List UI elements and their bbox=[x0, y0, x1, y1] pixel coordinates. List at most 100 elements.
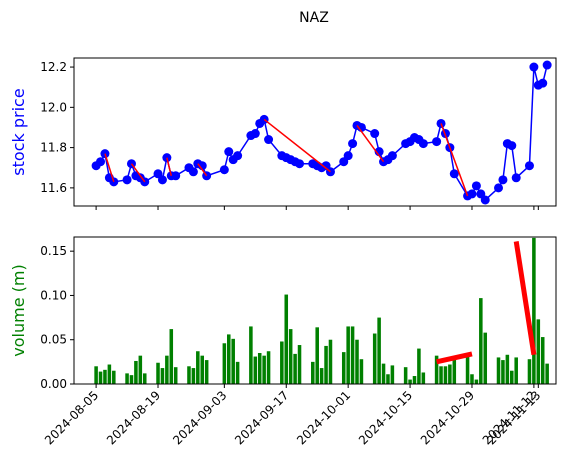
price-marker bbox=[387, 151, 397, 161]
volume-bar bbox=[408, 379, 412, 384]
volume-bar bbox=[355, 339, 359, 384]
price-marker bbox=[122, 175, 132, 185]
volume-bar bbox=[196, 351, 200, 384]
trend-line bbox=[513, 241, 537, 356]
volume-bar bbox=[315, 327, 319, 384]
volume-bar bbox=[253, 356, 258, 384]
price-marker bbox=[219, 165, 229, 175]
volume-bar bbox=[129, 375, 134, 384]
volume-bar bbox=[412, 376, 417, 384]
volume-bar bbox=[483, 332, 488, 384]
y-axis-label: volume (m) bbox=[9, 264, 28, 356]
volume-bar bbox=[204, 360, 209, 384]
volume-bar bbox=[288, 329, 293, 384]
volume-bar bbox=[319, 368, 324, 384]
price-marker bbox=[264, 135, 274, 145]
price-marker bbox=[295, 159, 305, 169]
volume-bar bbox=[262, 355, 266, 384]
volume-bar bbox=[372, 333, 377, 384]
price-marker bbox=[498, 175, 508, 185]
price-marker bbox=[471, 181, 481, 191]
volume-bar bbox=[390, 365, 395, 384]
volume-bar bbox=[346, 326, 350, 384]
y-tick-label: 11.8 bbox=[40, 141, 67, 155]
volume-bar bbox=[134, 360, 138, 384]
volume-bar bbox=[527, 359, 532, 384]
price-marker bbox=[370, 129, 380, 139]
trend-line bbox=[440, 123, 469, 197]
trend-line bbox=[197, 163, 208, 177]
figure-title: NAZ bbox=[299, 10, 329, 26]
y-tick-label: 0.15 bbox=[40, 244, 67, 258]
volume-bar bbox=[160, 368, 165, 384]
volume-bar bbox=[465, 355, 470, 384]
volume-bar bbox=[377, 317, 381, 384]
volume-bar bbox=[545, 363, 549, 384]
y-axis-label: stock price bbox=[9, 88, 28, 175]
y-tick-label: 0.05 bbox=[40, 333, 67, 347]
price-marker bbox=[224, 147, 234, 157]
volume-bar bbox=[514, 357, 518, 384]
volume-bar bbox=[532, 237, 536, 384]
volume-bar bbox=[173, 367, 178, 384]
price-marker bbox=[356, 122, 366, 132]
price-marker bbox=[188, 167, 198, 177]
volume-bar bbox=[470, 374, 474, 384]
price-marker bbox=[250, 129, 260, 139]
price-marker bbox=[538, 78, 548, 88]
price-marker bbox=[374, 147, 384, 157]
volume-bar bbox=[439, 366, 443, 384]
volume-bar bbox=[103, 369, 107, 384]
price-marker bbox=[529, 62, 539, 72]
trend-line bbox=[436, 351, 473, 365]
volume-bar bbox=[284, 294, 289, 384]
volume-bar bbox=[536, 319, 541, 384]
volume-bar bbox=[200, 355, 205, 384]
price-marker bbox=[418, 139, 428, 149]
volume-bar bbox=[107, 364, 112, 384]
volume-bar bbox=[94, 366, 98, 384]
axes-frame bbox=[73, 57, 557, 207]
price-marker bbox=[449, 169, 459, 179]
volume-bar bbox=[324, 345, 328, 384]
volume-bar bbox=[125, 373, 129, 384]
y-tick-label: 11.6 bbox=[40, 181, 67, 195]
trend-line bbox=[104, 153, 115, 183]
volume-bar bbox=[165, 355, 169, 384]
volume-bar bbox=[328, 339, 333, 384]
volume-bar bbox=[249, 326, 253, 384]
y-tick-label: 12.0 bbox=[40, 100, 67, 114]
price-marker bbox=[524, 161, 534, 171]
volume-bar bbox=[381, 363, 386, 384]
price-marker bbox=[511, 173, 521, 183]
volume-bar bbox=[359, 359, 364, 384]
volume-bar bbox=[112, 370, 116, 384]
volume-bar bbox=[98, 371, 103, 384]
volume-bar bbox=[266, 351, 271, 384]
volume-bar bbox=[227, 334, 231, 384]
volume-bar bbox=[231, 338, 235, 384]
price-marker bbox=[197, 161, 207, 171]
volume-bar bbox=[501, 360, 505, 384]
y-tick-label: 12.2 bbox=[40, 60, 67, 74]
volume-bar bbox=[156, 362, 160, 384]
price-marker bbox=[343, 151, 353, 161]
price-marker bbox=[480, 195, 490, 205]
price-marker bbox=[171, 171, 181, 181]
subplot: 11.6 11.8 12.0 12.2 stock price bbox=[9, 57, 557, 210]
volume-bar bbox=[540, 337, 545, 384]
price-marker bbox=[233, 151, 243, 161]
volume-bar bbox=[417, 348, 421, 384]
volume-bar bbox=[257, 353, 262, 384]
trend-line bbox=[130, 163, 146, 183]
volume-bar bbox=[341, 352, 346, 384]
y-tick-label: 0.10 bbox=[40, 288, 67, 302]
volume-bar bbox=[187, 366, 191, 384]
volume-bar bbox=[222, 343, 227, 384]
volume-bar bbox=[297, 345, 302, 384]
volume-bar bbox=[474, 379, 479, 384]
volume-bar bbox=[496, 357, 501, 384]
price-marker bbox=[467, 189, 477, 199]
